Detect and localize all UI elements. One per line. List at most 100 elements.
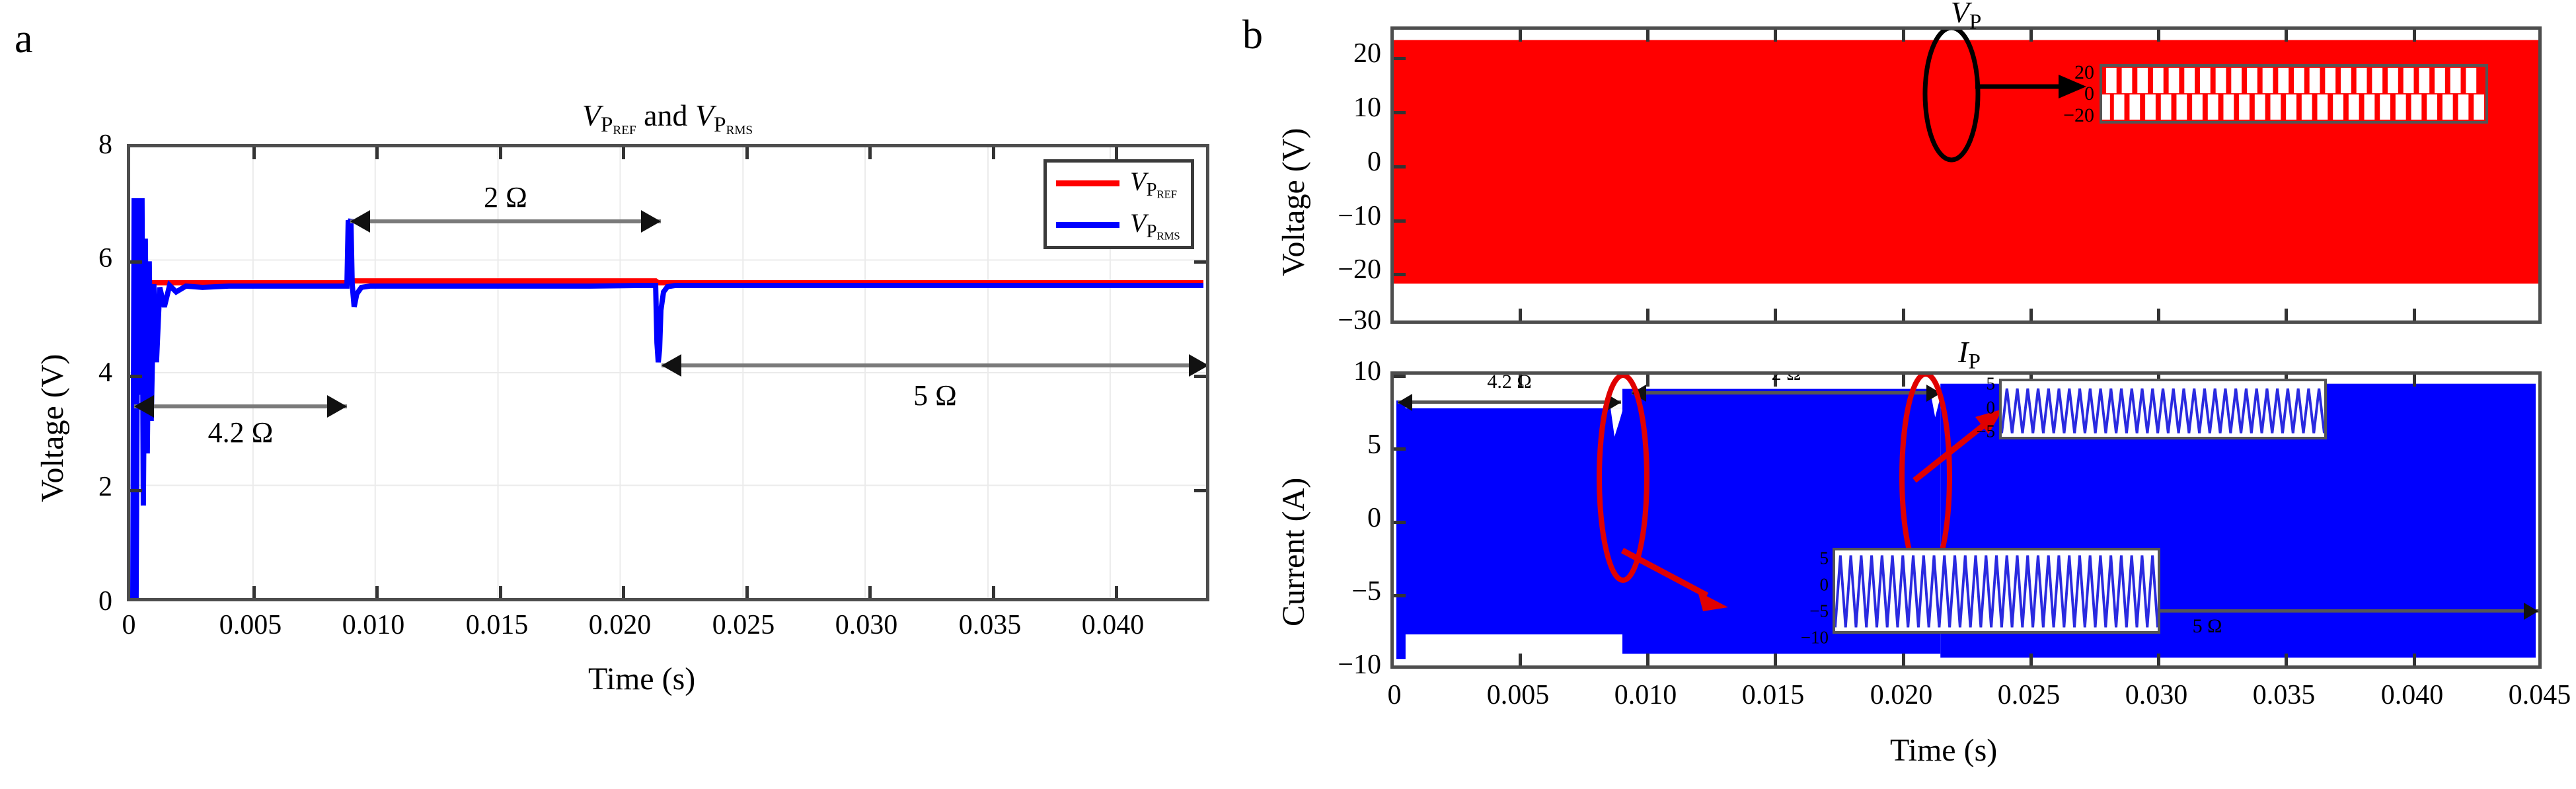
ytick-label: −10 <box>1338 201 1381 231</box>
ytick-label: 6 <box>98 243 112 274</box>
tick <box>1902 654 1905 665</box>
ytick-label: 10 <box>1353 93 1381 123</box>
tick <box>2413 375 2416 387</box>
zoom-callout-arrow-vp <box>1975 75 2086 98</box>
ytick-label: 10 <box>1353 356 1381 387</box>
tick <box>130 260 142 264</box>
ytick-label: −20 <box>1338 254 1381 285</box>
xtick-label: 0 <box>1387 680 1402 710</box>
tick <box>1646 654 1649 665</box>
inset-ytick-label: 0 <box>2084 83 2094 104</box>
inset-ytick-label: 20 <box>2074 61 2094 83</box>
tick <box>2029 309 2033 320</box>
xtick-label: 0.010 <box>342 610 405 640</box>
tick <box>868 586 872 598</box>
tick <box>1774 309 1777 320</box>
panel-b-bottom-ylabel: Current (A) <box>1276 477 1311 626</box>
tick <box>2157 30 2160 42</box>
ytick-label: 5 <box>1367 430 1381 460</box>
ytick-label: 20 <box>1353 38 1381 69</box>
xtick-label: 0.035 <box>958 610 1022 640</box>
tick <box>1902 30 1905 42</box>
tick <box>1394 219 1406 223</box>
tick <box>992 147 995 159</box>
ytick-label: 0 <box>98 586 112 617</box>
tick <box>1394 273 1406 276</box>
tick <box>2157 654 2160 665</box>
ytick-label: 0 <box>1367 503 1381 533</box>
ytick-label: −5 <box>1351 576 1381 607</box>
tick <box>1646 309 1649 320</box>
tick <box>2285 309 2288 320</box>
ytick-label: 2 <box>98 472 112 502</box>
tick <box>1394 667 1406 669</box>
panel-b-top-axes: 20 0 −20 <box>1390 26 2542 324</box>
tick <box>1519 654 1522 665</box>
legend-item-vprms: VPRMS <box>1047 204 1191 246</box>
inset-ytick-label: 0 <box>1986 397 1996 418</box>
tick <box>1902 309 1905 320</box>
panel-a-axes: 4.2 Ω 2 Ω 5 Ω VPREF VPRMS <box>127 144 1209 601</box>
tick <box>1774 375 1777 387</box>
tick <box>1394 375 1406 378</box>
tick <box>1394 521 1406 524</box>
tick <box>130 489 142 492</box>
inset-ytick-label: 5 <box>1819 548 1829 568</box>
tick <box>2413 654 2416 665</box>
xtick-label: 0.020 <box>1870 680 1933 710</box>
panel-b-top-title-var: V <box>1950 0 1969 29</box>
inset-current-high-waveform <box>2002 388 2324 433</box>
tick <box>1394 111 1406 114</box>
panel-b-bottom-title-var: I <box>1958 335 1969 369</box>
panel-a-legend: VPREF VPRMS <box>1043 159 1194 249</box>
tick <box>1394 447 1406 451</box>
zoom-callout-arrow-ip-low <box>1620 548 1728 611</box>
tick <box>499 147 502 159</box>
xtick-label: 0.025 <box>1997 680 2061 710</box>
tick <box>2029 30 2033 42</box>
tick <box>1646 375 1649 387</box>
tick <box>1115 147 1118 159</box>
panel-a-xlabel: Time (s) <box>588 661 696 696</box>
inset-ytick-label: −20 <box>2063 104 2094 126</box>
xtick-label: 0 <box>122 610 136 640</box>
panel-b-bottom-title-sub: P <box>1968 349 1981 374</box>
tick <box>1519 375 1522 387</box>
tick <box>499 586 502 598</box>
zoom-marker-ellipse-vp <box>1922 30 1981 163</box>
tick <box>2157 309 2160 320</box>
legend-swatch-vprms <box>1056 222 1119 228</box>
xtick-label: 0.010 <box>1614 680 1677 710</box>
legend-label-vpref: VPREF <box>1130 166 1178 201</box>
xtick-label: 0.045 <box>2508 680 2571 710</box>
inset-ytick-label: 0 <box>1819 574 1829 595</box>
inset-current-detail-low <box>1833 548 2160 634</box>
tick <box>1646 30 1649 42</box>
ytick-label: 8 <box>98 130 112 160</box>
xtick-label: 0.025 <box>712 610 775 640</box>
tick <box>2029 654 2033 665</box>
tick <box>1115 586 1118 598</box>
tick <box>868 147 872 159</box>
inset-ytick-label: −10 <box>1800 627 1829 648</box>
tick <box>2413 30 2416 42</box>
tick <box>375 147 379 159</box>
panel-a-traces <box>130 147 1206 598</box>
ytick-label: −30 <box>1338 305 1381 336</box>
tick <box>992 586 995 598</box>
tick <box>1519 30 1522 42</box>
xtick-label: 0.015 <box>1741 680 1805 710</box>
tick <box>2285 30 2288 42</box>
inset-pwm-detail-vp <box>2100 64 2488 124</box>
tick <box>1394 594 1406 597</box>
tick <box>1519 309 1522 320</box>
xtick-label: 0.030 <box>835 610 898 640</box>
tick <box>1194 489 1206 492</box>
panel-b-top-title: VP <box>1951 0 1982 34</box>
tick <box>1194 260 1206 264</box>
panel-b-xlabel: Time (s) <box>1890 733 1998 768</box>
tick <box>2285 654 2288 665</box>
tick <box>622 586 625 598</box>
xtick-label: 0.005 <box>219 610 282 640</box>
tick <box>1774 30 1777 42</box>
